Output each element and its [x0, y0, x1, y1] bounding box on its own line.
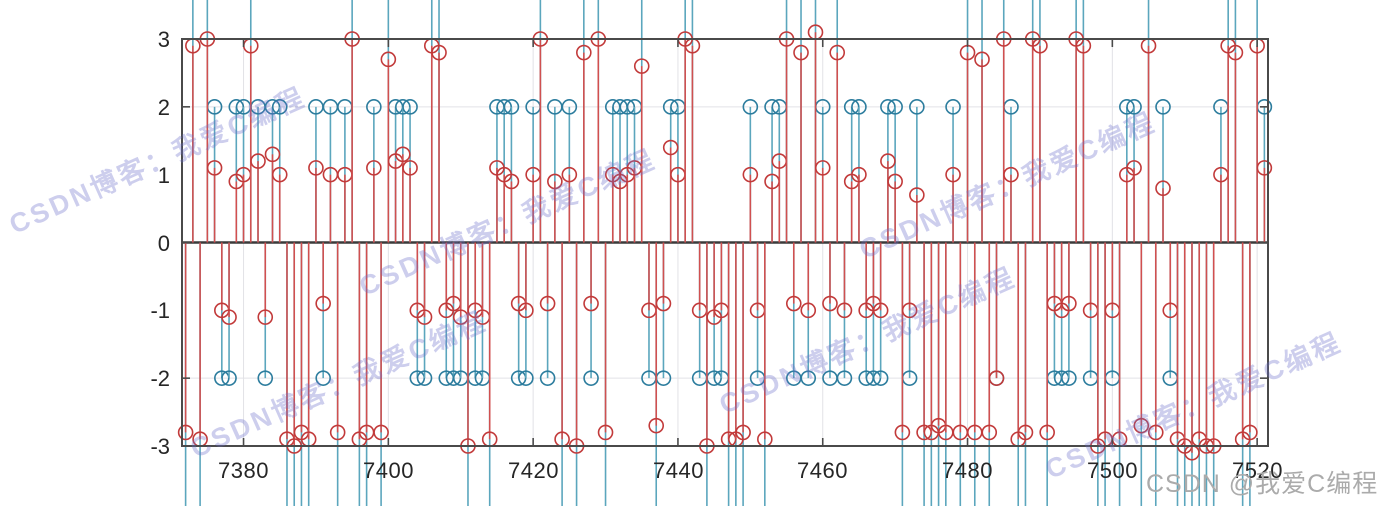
x-tick-label: 7460 [797, 458, 848, 483]
y-tick-label: 0 [157, 231, 170, 256]
y-tick-label: 1 [157, 163, 170, 188]
x-tick-label: 7380 [218, 458, 269, 483]
y-tick-label: 3 [157, 27, 170, 52]
x-tick-label: 7400 [363, 458, 414, 483]
x-tick-label: 7500 [1087, 458, 1138, 483]
x-tick-label: 7520 [1232, 458, 1283, 483]
x-tick-label: 7480 [942, 458, 993, 483]
y-tick-label: 2 [157, 95, 170, 120]
y-tick-label: -3 [150, 434, 170, 459]
y-tick-label: -2 [150, 366, 170, 391]
csdn-author-watermark: CSDN @我爱C编程 [1146, 470, 1379, 498]
x-tick-label: 7420 [508, 458, 559, 483]
x-tick-label: 7440 [653, 458, 704, 483]
y-tick-label: -1 [150, 298, 170, 323]
